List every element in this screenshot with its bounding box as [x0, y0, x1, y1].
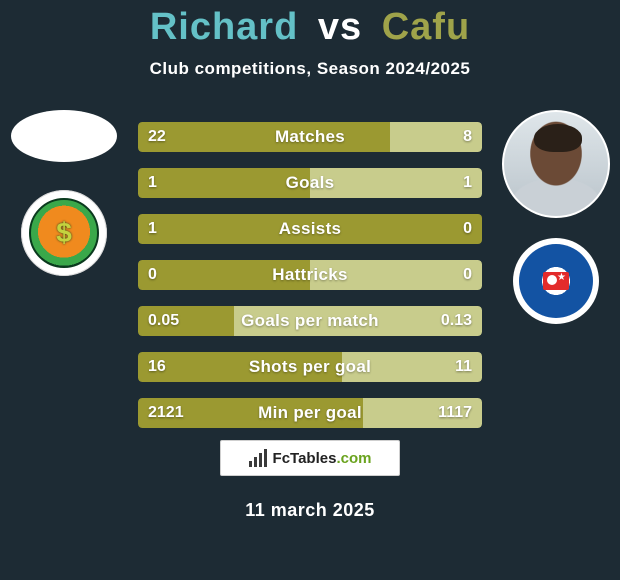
- metric-label-wrap: Hattricks: [138, 260, 482, 290]
- metric-row: Assists 1 0: [138, 214, 482, 244]
- metric-label: Hattricks: [272, 265, 347, 285]
- logo-bars-icon: [249, 449, 267, 467]
- metric-value-left: 1: [138, 168, 167, 198]
- metric-label-wrap: Matches: [138, 122, 482, 152]
- kasimpasa-badge-icon: [519, 244, 593, 318]
- alanyaspor-badge-icon: $: [29, 198, 99, 268]
- metric-label: Assists: [279, 219, 342, 239]
- comparison-title: Richard vs Cafu: [0, 0, 620, 49]
- metric-label-wrap: Shots per goal: [138, 352, 482, 382]
- logo-brand: FcTables: [273, 450, 337, 467]
- metric-value-left: 0: [138, 260, 167, 290]
- metric-value-right: 8: [453, 122, 482, 152]
- metric-row: Shots per goal 16 11: [138, 352, 482, 382]
- metric-label: Min per goal: [258, 403, 362, 423]
- metric-label: Shots per goal: [249, 357, 371, 377]
- player1-avatar: [11, 110, 117, 162]
- metric-row: Min per goal 2121 1117: [138, 398, 482, 428]
- comparison-bars: Matches228Goals11Assists10Hattricks00Goa…: [138, 122, 482, 444]
- metric-label: Goals per match: [241, 311, 379, 331]
- left-player-column: $: [8, 110, 120, 276]
- metric-row: Goals per match 0.05 0.13: [138, 306, 482, 336]
- metric-value-left: 0.05: [138, 306, 189, 336]
- vs-text: vs: [318, 6, 362, 48]
- metric-row: Matches 22 8: [138, 122, 482, 152]
- logo-text: FcTables.com: [273, 450, 372, 467]
- metric-value-right: 1117: [428, 398, 482, 428]
- metric-value-right: 0: [453, 214, 482, 244]
- metric-label: Matches: [275, 127, 345, 147]
- right-player-column: [500, 110, 612, 324]
- metric-value-left: 1: [138, 214, 167, 244]
- player1-name: Richard: [150, 6, 298, 48]
- player2-avatar: [502, 110, 610, 218]
- metric-row: Goals 1 1: [138, 168, 482, 198]
- metric-value-left: 16: [138, 352, 176, 382]
- metric-value-right: 0: [453, 260, 482, 290]
- metric-row: Hattricks 0 0: [138, 260, 482, 290]
- metric-value-right: 1: [453, 168, 482, 198]
- fctables-logo: FcTables.com: [220, 440, 400, 476]
- player2-name: Cafu: [382, 6, 470, 48]
- logo-suffix: .com: [336, 450, 371, 467]
- player1-club-badge: $: [21, 190, 107, 276]
- metric-label-wrap: Goals: [138, 168, 482, 198]
- metric-label-wrap: Assists: [138, 214, 482, 244]
- metric-label: Goals: [286, 173, 335, 193]
- metric-value-right: 11: [445, 352, 482, 382]
- metric-value-left: 2121: [138, 398, 194, 428]
- player2-club-badge: [513, 238, 599, 324]
- metric-value-left: 22: [138, 122, 176, 152]
- subtitle: Club competitions, Season 2024/2025: [0, 59, 620, 79]
- metric-value-right: 0.13: [431, 306, 482, 336]
- date-text: 11 march 2025: [0, 500, 620, 521]
